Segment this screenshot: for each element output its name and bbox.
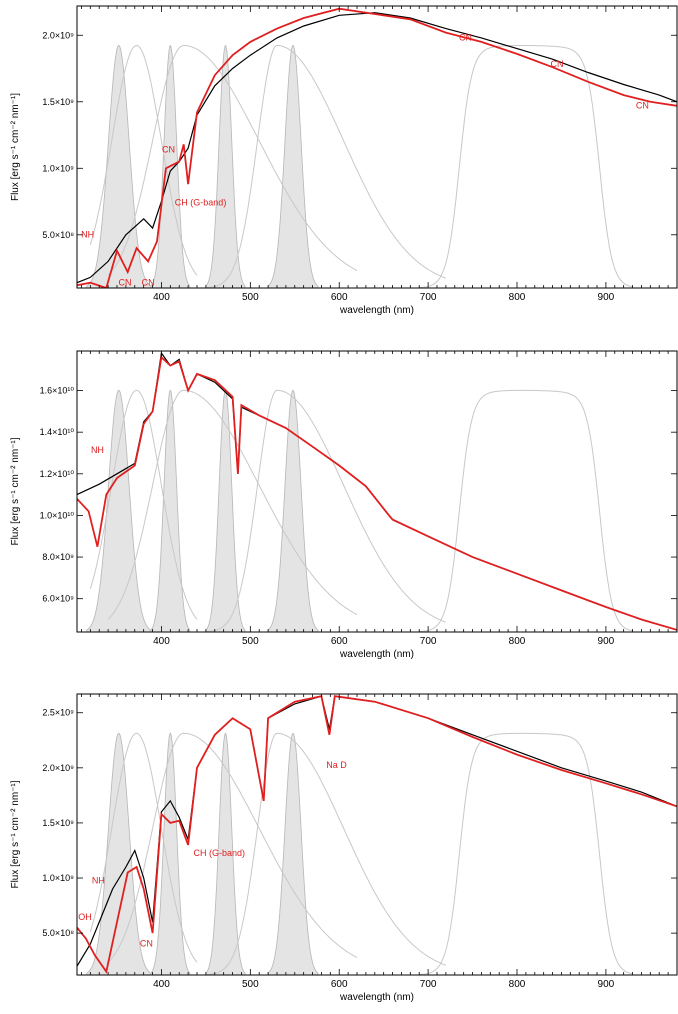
y-axis-label: Flux [erg s⁻¹ cm⁻² nm⁻¹] [10,437,21,545]
plot-frame [76,5,678,289]
filter-curve-narrow [86,389,152,632]
filter-curve-narrow [205,44,246,288]
chart-panel-2: 400 500 600 700 800 900 wavelength (nm) 6.0×10⁹… [10,350,678,660]
x-axis-label: wavelength (nm) [339,992,414,1003]
y-tick-label: 2.0×10⁹ [42,763,74,773]
annotation-label: CN [162,144,175,154]
filter-curve-narrow [267,389,319,632]
filter-curve-broad [419,732,633,975]
annotation-label: CH (G-band) [193,848,245,858]
series-line-red [77,695,677,974]
x-tick-label: 500 [242,636,259,647]
x-tick-label: 800 [509,979,526,990]
annotation-label: NH [81,229,94,239]
series-line-black [77,12,677,284]
x-tick-label: 700 [420,292,437,303]
series-line-red [77,355,677,631]
filter-curve-broad [107,732,358,963]
y-tick-label: 6.0×10⁹ [42,594,74,604]
plot-frame [76,693,678,976]
filter-curve-broad [107,389,358,620]
y-tick-label: 1.0×10⁹ [42,873,74,883]
y-tick-label: 1.0×10¹⁰ [40,510,75,520]
y-tick-label: 8.0×10⁹ [42,552,74,562]
x-tick-label: 500 [242,292,259,303]
x-axis-label: wavelength (nm) [339,649,414,660]
chart-panel-1: 400 500 600 700 800 900 wavelength (nm) 5.0×10⁸… [10,5,678,316]
y-tick-label: 5.0×10⁸ [42,928,74,938]
annotation-label: CN [142,277,155,287]
filter-curve-broad [89,389,198,620]
y-tick-label: 1.5×10⁹ [42,97,74,107]
y-tick-label: 1.0×10⁹ [42,163,74,173]
annotation-label: CH (G-band) [175,198,227,208]
x-tick-label: 900 [598,292,615,303]
filter-curve-broad [89,44,198,276]
y-tick-label: 1.6×10¹⁰ [40,386,75,396]
x-tick-label: 700 [420,979,437,990]
filter-curve-broad [107,45,358,276]
filter-curve-broad [419,389,633,632]
annotation-label: CN [551,59,564,69]
x-tick-label: 800 [509,292,526,303]
y-tick-label: 1.4×10¹⁰ [40,427,75,437]
filter-curve-broad [89,732,198,963]
plot-frame [76,350,678,633]
x-tick-label: 600 [331,292,348,303]
x-tick-label: 700 [420,636,437,647]
y-tick-label: 2.0×10⁹ [42,30,74,40]
y-axis-label: Flux [erg s⁻¹ cm⁻² nm⁻¹] [10,93,21,201]
x-tick-label: 400 [153,979,170,990]
x-tick-label: 600 [331,979,348,990]
plot-area [77,351,677,632]
series-line-red [77,7,677,288]
filter-curve-broad [205,732,447,975]
x-tick-label: 900 [598,636,615,647]
x-tick-label: 400 [153,636,170,647]
y-axis-label: Flux [erg s⁻¹ cm⁻² nm⁻¹] [10,780,21,888]
chart-panel-3: 400 500 600 700 800 900 wavelength (nm) 5.0×10⁸… [10,693,678,1003]
plot-area [77,7,677,288]
filter-curve-narrow [150,389,191,632]
filter-curve-narrow [267,44,319,288]
filter-curve-broad [419,45,633,288]
filter-curve-narrow [86,45,152,288]
annotation-label: NH [91,445,104,455]
annotation-label: CN [459,33,472,43]
x-tick-label: 400 [153,292,170,303]
annotation-label: OH [78,912,92,922]
annotation-label: NH [92,876,105,886]
filter-curve-broad [205,389,447,632]
y-tick-label: 5.0×10⁸ [42,230,74,240]
annotation-label: CN [140,938,153,948]
x-tick-label: 800 [509,636,526,647]
x-tick-label: 600 [331,636,348,647]
annotation-label: Na D [326,760,347,770]
y-tick-label: 2.5×10⁹ [42,708,74,718]
y-tick-label: 1.5×10⁹ [42,818,74,828]
x-tick-label: 500 [242,979,259,990]
filter-curve-narrow [267,732,319,975]
plot-area [77,695,677,975]
x-axis-label: wavelength (nm) [339,305,414,316]
filter-curve-narrow [150,732,191,975]
filter-curve-narrow [205,732,246,975]
x-tick-label: 900 [598,979,615,990]
y-tick-label: 1.2×10¹⁰ [40,469,75,479]
annotation-label: CN [636,100,649,110]
annotation-label: CN [119,277,132,287]
filter-curve-broad [205,45,447,288]
